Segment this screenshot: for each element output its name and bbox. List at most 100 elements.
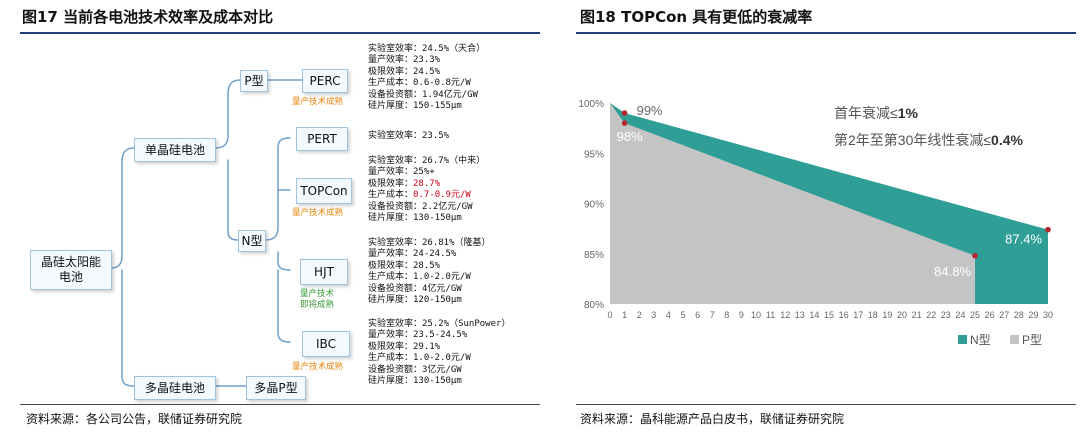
spec-line: 生产成本：1.0-2.0元/W	[368, 353, 471, 364]
node-n-type: N型	[238, 230, 266, 252]
connector-mono-brace	[214, 79, 241, 149]
x-tick-label: 14	[809, 310, 819, 320]
node-pert: PERT	[296, 127, 348, 151]
x-tick-label: 6	[695, 310, 700, 320]
node-mono-silicon: 单晶硅电池	[134, 138, 216, 162]
spec-line: 生产成本：0.6-0.8元/W	[368, 78, 471, 89]
figure-18-title: 图18 TOPCon 具有更低的衰减率	[580, 8, 813, 26]
x-tick-label: 22	[926, 310, 936, 320]
x-tick-label: 10	[751, 310, 761, 320]
spec-label: 极限效率：	[368, 178, 414, 189]
tag-topcon-maturity: 量产技术成熟	[292, 208, 344, 218]
data-label: 99%	[637, 103, 663, 118]
spec-line: 极限效率：24.5%	[368, 66, 441, 77]
figure-18-bottom-rule	[576, 404, 1076, 405]
legend-label-n-type: N型	[970, 333, 991, 347]
x-tick-label: 1	[622, 310, 627, 320]
spec-ibc: 实验室效率：25.2%（SunPower） 量产效率：23.5-24.5% 极限…	[368, 319, 510, 387]
spec-hjt: 实验室效率：26.81%（隆基） 量产效率：24-24.5% 极限效率：28.5…	[368, 238, 491, 306]
spec-label: 生产成本：	[368, 190, 414, 201]
data-label: 84.8%	[934, 264, 971, 279]
x-tick-label: 30	[1043, 310, 1053, 320]
spec-line: 极限效率：28.7%	[368, 179, 485, 190]
y-tick-label: 90%	[584, 200, 604, 211]
data-label: 87.4%	[1005, 232, 1042, 247]
x-tick-label: 15	[824, 310, 834, 320]
x-tick-label: 2	[637, 310, 642, 320]
legend-swatch-n-type	[958, 335, 967, 344]
tag-hjt-line1: 量产技术	[300, 289, 335, 299]
connector-root-brace	[111, 147, 135, 269]
x-tick-label: 13	[795, 310, 805, 320]
spec-line: 设备投资额：1.94亿元/GW	[368, 89, 478, 100]
node-topcon: TOPCon	[296, 178, 352, 204]
node-crystalline-silicon-cell: 晶硅太阳能电池	[30, 250, 112, 290]
x-tick-label: 17	[853, 310, 863, 320]
spec-line: 实验室效率：26.7%（中来）	[368, 156, 486, 166]
spec-line: 实验室效率：26.81%（隆基）	[368, 238, 491, 248]
x-tick-label: 4	[666, 310, 671, 320]
series-area-p-type	[610, 103, 975, 304]
data-marker	[972, 252, 978, 259]
x-axis-ticks: 0 1 2 3 4 5 6 7 8 9 10 11 12 13 14 15 16 17 18 19 20 21 22 23 24…	[607, 310, 1053, 320]
tag-perc-maturity: 量产技术成熟	[292, 97, 344, 107]
spec-line: 硅片厚度：130-150μm	[368, 376, 462, 387]
spec-line: 实验室效率：25.2%（SunPower）	[368, 319, 511, 329]
connector-root-brace-lower	[121, 269, 135, 387]
figure-18-source: 资料来源：晶科能源产品白皮书，联储证券研究院	[580, 412, 845, 426]
spec-line: 极限效率：29.1%	[368, 341, 441, 352]
spec-line: 极限效率：28.5%	[368, 260, 441, 271]
figure-17-source: 资料来源：各公司公告，联储证券研究院	[26, 412, 243, 426]
figure-17-title: 图17 当前各电池技术效率及成本对比	[22, 8, 274, 26]
x-tick-label: 23	[941, 310, 951, 320]
x-tick-label: 12	[780, 310, 790, 320]
x-tick-label: 16	[839, 310, 849, 320]
x-tick-label: 5	[680, 310, 685, 320]
decay-chart: 80%85%90%95%100% 0 1 2 3 4 5 6 7 8 9 10 11 12 13 14 15 1…	[578, 99, 1053, 347]
x-tick-label: 20	[897, 310, 907, 320]
connector-n-hjt	[277, 251, 291, 271]
x-tick-label: 19	[882, 310, 892, 320]
spec-highlight-value: 0.7-0.9元/W	[413, 190, 471, 201]
spec-line: 量产效率：23.5-24.5%	[368, 330, 468, 341]
spec-highlight-value: 28.7%	[413, 178, 441, 189]
spec-line: 生产成本：0.7-0.9元/W	[368, 190, 485, 201]
x-tick-label: 11	[766, 310, 775, 320]
chart-markers	[621, 110, 1051, 259]
spec-line: 硅片厚度：150-155μm	[368, 101, 462, 112]
y-tick-label: 95%	[584, 149, 604, 160]
spec-line: 实验室效率：23.5%	[368, 131, 450, 141]
annotation-linear-decay: 第2年至第30年线性衰减≤0.4%	[834, 132, 1024, 148]
node-crystalline-silicon-cell-label: 晶硅太阳能电池	[41, 255, 102, 284]
node-poly-silicon: 多晶硅电池	[134, 376, 216, 400]
x-tick-label: 29	[1028, 310, 1038, 320]
spec-line: 实验室效率：24.5%（天合）	[368, 44, 486, 54]
y-axis-ticks: 80% 85% 90% 95% 100%	[578, 99, 604, 311]
x-tick-label: 3	[651, 310, 656, 320]
connector-n-ibc	[277, 269, 291, 343]
spec-line: 生产成本：1.0-2.0元/W	[368, 272, 471, 283]
connector-n-brace	[264, 137, 291, 241]
figure-17-bottom-rule	[20, 404, 540, 405]
spec-perc: 实验室效率：24.5%（天合） 量产效率：23.3% 极限效率：24.5% 生产…	[368, 44, 485, 112]
x-tick-label: 24	[955, 310, 965, 320]
node-p-type: P型	[240, 70, 268, 92]
data-label: 98%	[617, 129, 643, 144]
x-tick-label: 0	[607, 310, 612, 320]
tag-ibc-maturity: 量产技术成熟	[292, 362, 344, 372]
spec-line: 设备投资额：2.2亿元/GW	[368, 201, 473, 212]
tag-hjt-maturity: 量产技术 即将成熟	[300, 289, 334, 311]
spec-line: 量产效率：23.3%	[368, 55, 441, 66]
x-tick-label: 8	[724, 310, 729, 320]
y-tick-label: 100%	[578, 99, 604, 110]
spec-topcon: 实验室效率：26.7%（中来） 量产效率：25%+ 极限效率：28.7% 生产成…	[368, 156, 485, 224]
node-poly-p-type: 多晶P型	[246, 376, 306, 400]
spec-line: 设备投资额：4亿元/GW	[368, 283, 462, 294]
spec-line: 量产效率：25%+	[368, 167, 435, 178]
spec-pert: 实验室效率：23.5%	[368, 131, 449, 142]
node-hjt: HJT	[300, 259, 348, 285]
spec-line: 量产效率：24-24.5%	[368, 249, 457, 260]
chart-areas	[610, 103, 1048, 304]
data-marker	[1045, 226, 1051, 233]
spec-line: 硅片厚度：130-150μm	[368, 213, 462, 224]
